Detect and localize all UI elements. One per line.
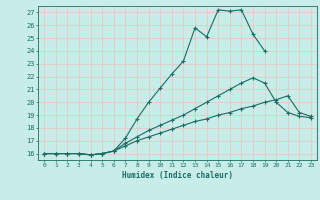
X-axis label: Humidex (Indice chaleur): Humidex (Indice chaleur) [122,171,233,180]
